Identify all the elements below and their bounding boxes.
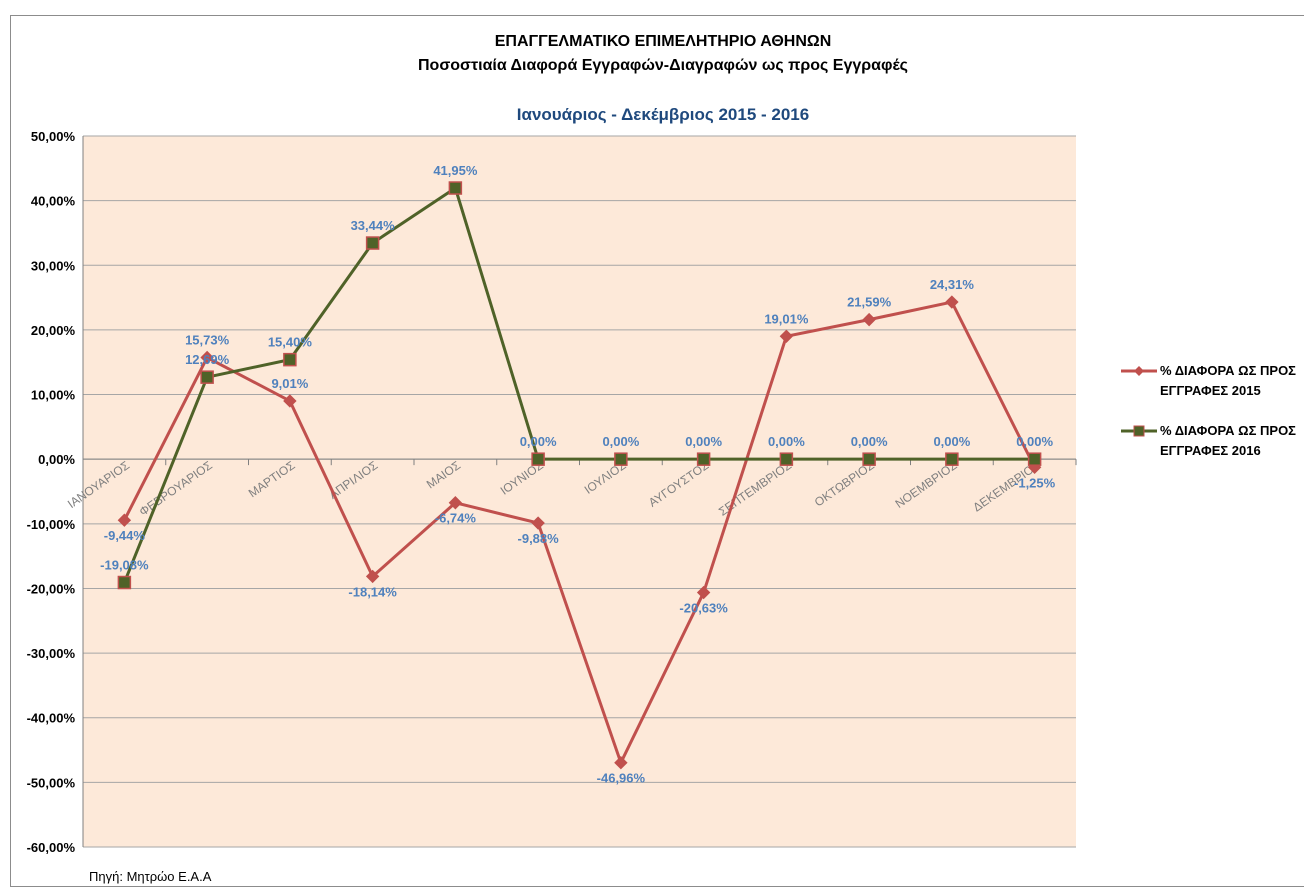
data-label: 24,31% <box>930 277 975 292</box>
data-point <box>365 236 380 250</box>
data-point <box>200 370 214 384</box>
data-point <box>696 452 711 466</box>
gridlines <box>83 135 1076 848</box>
legend-label: ΕΓΓΡΑΦΕΣ 2016 <box>1160 443 1261 458</box>
data-label: 33,44% <box>351 218 396 233</box>
data-point <box>614 756 628 770</box>
y-tick-label: 20,00% <box>31 323 76 338</box>
data-point <box>365 569 380 584</box>
legend-label: ΕΓΓΡΑΦΕΣ 2015 <box>1160 383 1261 398</box>
chart-subtitle: Ιανουάριος - Δεκέμβριος 2015 - 2016 <box>517 105 809 124</box>
data-point <box>1027 452 1042 466</box>
data-label: 0,00% <box>520 434 557 449</box>
series-line-2 <box>122 185 1035 584</box>
legend-marker <box>1133 425 1145 437</box>
data-point <box>531 452 545 466</box>
y-tick-label: 0,00% <box>38 452 75 467</box>
data-label: 9,01% <box>271 376 308 391</box>
chart-title-line2: Ποσοστιαία Διαφορά Εγγραφών-Διαγραφών ως… <box>418 57 908 74</box>
data-label: -9,88% <box>518 531 560 546</box>
data-point <box>945 295 959 309</box>
y-tick-label: 30,00% <box>31 258 76 273</box>
data-label: 0,00% <box>768 434 805 449</box>
data-point <box>531 516 545 530</box>
legend-label: % ΔΙΑΦΟΡΑ ΩΣ ΠΡΟΣ <box>1160 423 1296 438</box>
y-tick-label: 10,00% <box>31 388 76 403</box>
data-label: -20,63% <box>679 601 728 616</box>
y-tick-label: -50,00% <box>27 775 76 790</box>
data-label: -9,44% <box>104 528 146 543</box>
data-label: 0,00% <box>851 434 888 449</box>
series-line-1 <box>123 300 1036 767</box>
data-labels: -9,44% 15,73% 9,01% -18,14% -6,74% -9,88% -46,… <box>100 163 1055 786</box>
data-point <box>696 585 711 600</box>
source-note: Πηγή: Μητρώο Ε.Α.Α <box>89 869 212 884</box>
y-tick-label: -10,00% <box>27 517 76 532</box>
y-tick-label: -60,00% <box>27 840 76 855</box>
series-group <box>117 181 1042 770</box>
data-label: 0,00% <box>933 434 970 449</box>
data-point <box>448 181 463 195</box>
data-point <box>779 329 794 344</box>
data-point <box>862 452 876 466</box>
data-label: 0,00% <box>602 434 639 449</box>
data-label: -1,25% <box>1014 475 1056 490</box>
data-label: 19,01% <box>764 311 809 326</box>
data-point <box>614 452 628 466</box>
y-tick-label: 50,00% <box>31 129 76 144</box>
chart-title: ΕΠΑΓΓΕΛΜΑΤΙΚΟ ΕΠΙΜΕΛΗΤΗΡΙΟ ΑΘΗΝΩΝ <box>495 33 832 50</box>
data-point <box>283 394 297 408</box>
data-point <box>945 452 959 466</box>
y-axis: 50,00% 40,00% 30,00% 20,00% 10,00% 0,00% -10,0… <box>27 129 84 855</box>
plot-area <box>83 136 1076 847</box>
data-point <box>862 312 876 327</box>
data-label: 12,69% <box>185 352 230 367</box>
legend: % ΔΙΑΦΟΡΑ ΩΣ ΠΡΟΣ ΕΓΓΡΑΦΕΣ 2015 % ΔΙΑΦΟΡΑ … <box>1121 363 1296 458</box>
data-label: 21,59% <box>847 295 892 310</box>
data-label: -19,08% <box>100 558 149 573</box>
data-label: -46,96% <box>597 771 646 786</box>
data-point <box>200 350 214 365</box>
data-label: 15,40% <box>268 335 313 350</box>
chart-frame: ΕΠΑΓΓΕΛΜΑΤΙΚΟ ΕΠΙΜΕΛΗΤΗΡΙΟ ΑΘΗΝΩΝ Ποσοστ… <box>10 15 1304 887</box>
data-label: -6,74% <box>435 511 477 526</box>
y-tick-label: -30,00% <box>27 646 76 661</box>
y-tick-label: -20,00% <box>27 581 76 596</box>
data-point <box>117 513 132 527</box>
y-tick-label: 40,00% <box>31 194 76 209</box>
data-label: 41,95% <box>433 163 478 178</box>
data-point <box>283 352 297 367</box>
data-point <box>779 452 794 466</box>
data-point <box>117 575 132 590</box>
data-label: 15,73% <box>185 333 230 348</box>
data-label: 0,00% <box>685 434 722 449</box>
legend-label: % ΔΙΑΦΟΡΑ ΩΣ ΠΡΟΣ <box>1160 363 1296 378</box>
data-label: 0,00% <box>1016 434 1053 449</box>
y-tick-label: -40,00% <box>27 711 76 726</box>
data-point <box>448 496 463 510</box>
legend-marker <box>1134 366 1144 376</box>
line-chart: ΕΠΑΓΓΕΛΜΑΤΙΚΟ ΕΠΙΜΕΛΗΤΗΡΙΟ ΑΘΗΝΩΝ Ποσοστ… <box>27 33 1297 884</box>
data-label: -18,14% <box>348 584 397 599</box>
